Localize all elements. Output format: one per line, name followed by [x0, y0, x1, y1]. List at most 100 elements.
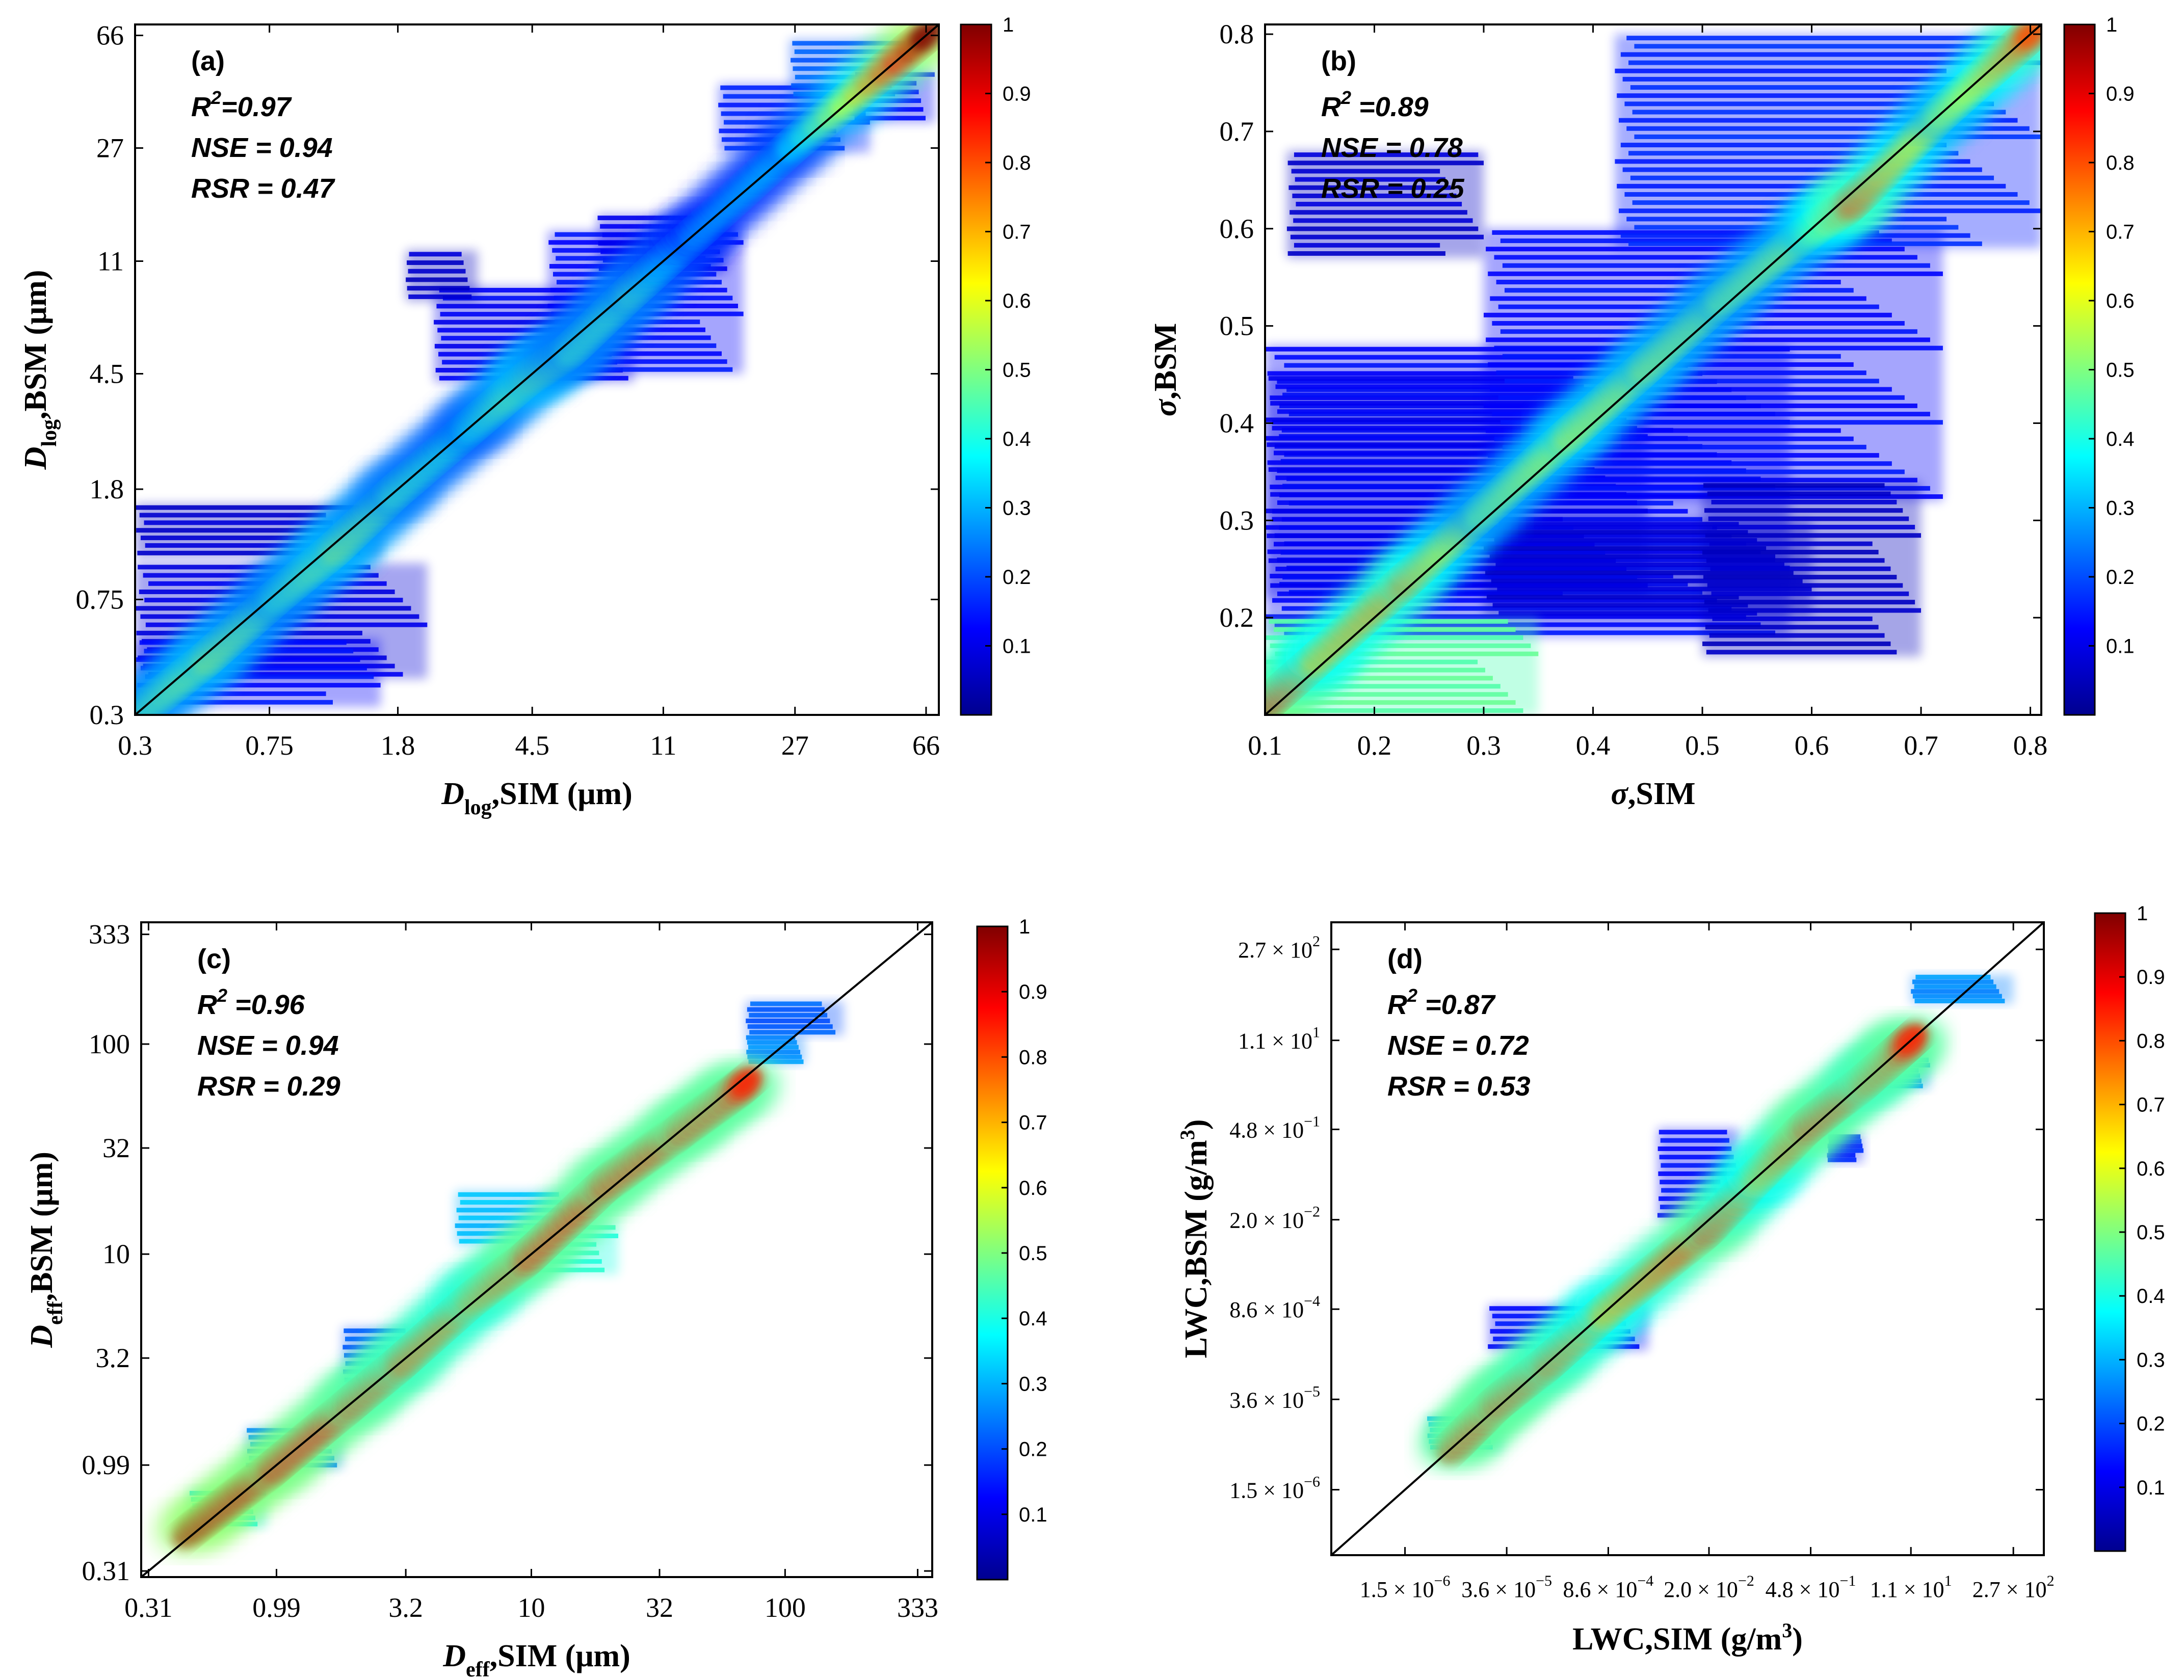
x-tick-label: 0.75	[245, 730, 294, 761]
x-tick-label: 0.3	[118, 730, 152, 761]
y-tick-label: 2.7 × 102	[1238, 933, 1320, 963]
x-axis-label: σ,SIM	[1611, 777, 1695, 811]
colorbar-tick-label: 0.2	[1003, 566, 1031, 589]
density-blob	[1911, 975, 2014, 1004]
y-tick-label: 0.31	[82, 1556, 130, 1586]
panel-d: 1.5 × 10−6 3.6 × 10−5 8.6 × 10−4 2.0 × 10−2…	[1176, 902, 2165, 1657]
colorbar-tick-label: 0.6	[2137, 1158, 2165, 1180]
y-tick-label: 333	[89, 919, 130, 950]
x-tick-label: 11	[650, 730, 676, 761]
x-tick-label: 0.6	[1795, 730, 1829, 761]
y-axis-label: σ,BSM	[1148, 323, 1183, 416]
y-tick-label: 3.2	[96, 1343, 130, 1373]
x-tick-label: 0.31	[124, 1592, 173, 1623]
y-tick-label: 0.75	[76, 584, 124, 615]
y-tick-label: 4.5	[90, 358, 124, 389]
colorbar-tick-label: 0.4	[2137, 1285, 2165, 1308]
plot-frame	[1264, 23, 2042, 716]
y-tick-label: 1.1 × 101	[1238, 1024, 1320, 1054]
x-tick-label: 0.3	[1466, 730, 1501, 761]
colorbar-tick-label: 0.4	[1003, 428, 1031, 450]
x-tick-label: 4.8 × 10−1	[1766, 1572, 1856, 1602]
colorbar-tick-label: 0.7	[1003, 221, 1031, 244]
colorbar-tick-label: 0.5	[1019, 1242, 1047, 1265]
panel-label: (d)	[1387, 944, 1423, 974]
one-to-one-line	[1265, 24, 2041, 715]
x-tick-label: 0.7	[1904, 730, 1938, 761]
density-blob	[1286, 151, 1484, 258]
stat-r: R2 =0.87	[1387, 985, 1496, 1020]
colorbar-tick-label: 0.6	[1019, 1177, 1047, 1199]
y-tick-label: 0.7	[1220, 116, 1254, 147]
y-tick-label: 1.5 × 10−6	[1229, 1474, 1320, 1503]
y-tick-label: 10	[102, 1239, 130, 1269]
colorbar-tick-label: 0.5	[2106, 359, 2135, 382]
stat-nse: NSE = 0.94	[197, 1030, 339, 1061]
stat-r: R2 =0.89	[1321, 87, 1429, 122]
panel-a: 0.3 0.75 1.8 4.5 11 27 66 0.3 0.75 1.8 4.5 11 27 66 Dl…	[18, 14, 1031, 819]
x-tick-label: 32	[646, 1592, 673, 1623]
panel-label: (c)	[197, 944, 231, 974]
stat-nse: NSE = 0.78	[1321, 132, 1463, 163]
stat-r: R2=0.97	[191, 87, 293, 122]
x-axis-label: LWC,SIM (g/m3)	[1572, 1619, 1803, 1657]
colorbar-tick-label: 0.7	[2106, 221, 2135, 244]
colorbar-tick-label: 0.3	[2106, 497, 2135, 520]
x-tick-label: 0.2	[1357, 730, 1392, 761]
colorbar-tick-label: 0.9	[2106, 83, 2135, 105]
x-tick-label: 0.1	[1248, 730, 1282, 761]
y-tick-label: 1.8	[90, 474, 124, 504]
x-tick-label: 10	[517, 1592, 545, 1623]
y-tick-label: 32	[102, 1133, 130, 1163]
colorbar-tick-label: 0.5	[1003, 359, 1031, 382]
x-tick-label: 27	[781, 730, 809, 761]
colorbar-tick-label: 0.9	[2137, 966, 2165, 989]
colorbar-tick-label: 0.5	[2137, 1221, 2165, 1244]
colorbar-tick-label: 0.7	[1019, 1112, 1047, 1134]
colorbar-tick-label: 0.4	[2106, 428, 2135, 450]
y-tick-label: 0.3	[90, 700, 124, 730]
y-tick-label: 8.6 × 10−4	[1229, 1293, 1320, 1322]
y-tick-label: 27	[96, 132, 124, 163]
panel-b: 0.1 0.2 0.3 0.4 0.5 0.6 0.7 0.8 0.2 0.3 0.4 0.5 0.6 0…	[1148, 14, 2135, 811]
colorbar-tick-label: 1	[1003, 14, 1014, 36]
colorbar-tick-label: 0.8	[2106, 152, 2135, 174]
colorbar-tick-label: 0.8	[2137, 1030, 2165, 1052]
x-tick-label: 0.8	[2013, 730, 2048, 761]
stat-r: R2 =0.96	[197, 985, 305, 1020]
plot-frame	[140, 921, 933, 1578]
plot-frame	[134, 23, 940, 716]
colorbar-tick-label: 1	[2137, 902, 2148, 925]
colorbar-tick-label: 0.6	[1003, 290, 1031, 312]
x-axis-label: Deff,SIM (μm)	[442, 1639, 630, 1680]
panel-c: 0.31 0.99 3.2 10 32 100 3330.310.993.210321003…	[24, 916, 1047, 1680]
colorbar-tick-label: 0.3	[1019, 1373, 1047, 1395]
x-tick-label: 2.7 × 102	[1972, 1572, 2055, 1602]
y-tick-label: 2.0 × 10−2	[1229, 1204, 1320, 1233]
colorbar-tick-label: 0.3	[2137, 1349, 2165, 1371]
x-tick-label: 4.5	[515, 730, 549, 761]
colorbar-tick-label: 1	[2106, 14, 2117, 36]
y-tick-label: 0.6	[1220, 214, 1254, 244]
colorbar-tick-label: 1	[1019, 916, 1030, 938]
y-tick-label: 4.8 × 10−1	[1229, 1113, 1320, 1142]
one-to-one-line	[135, 24, 939, 715]
stat-rsr: RSR = 0.29	[197, 1071, 340, 1102]
density-core	[729, 1067, 763, 1100]
colorbar-tick-label: 0.9	[1003, 83, 1031, 105]
colorbar-tick-label: 0.8	[1019, 1046, 1047, 1069]
panel-label: (b)	[1321, 46, 1356, 76]
y-tick-label: 0.5	[1220, 311, 1254, 341]
colorbar-tick-label: 0.3	[1003, 497, 1031, 520]
x-tick-label: 0.99	[252, 1592, 301, 1623]
y-axis-label: Deff,BSM (μm)	[24, 1152, 67, 1348]
x-tick-label: 100	[765, 1592, 806, 1623]
density-blob	[1702, 481, 1922, 657]
x-tick-label: 0.5	[1685, 730, 1720, 761]
y-tick-label: 11	[97, 246, 124, 276]
density-field	[1265, 24, 2041, 715]
density-blob	[746, 1001, 844, 1035]
y-axis-label: LWC,BSM (g/m3)	[1176, 1119, 1214, 1358]
colorbar-tick-label: 0.2	[1019, 1438, 1047, 1461]
panel-label: (a)	[191, 46, 225, 76]
